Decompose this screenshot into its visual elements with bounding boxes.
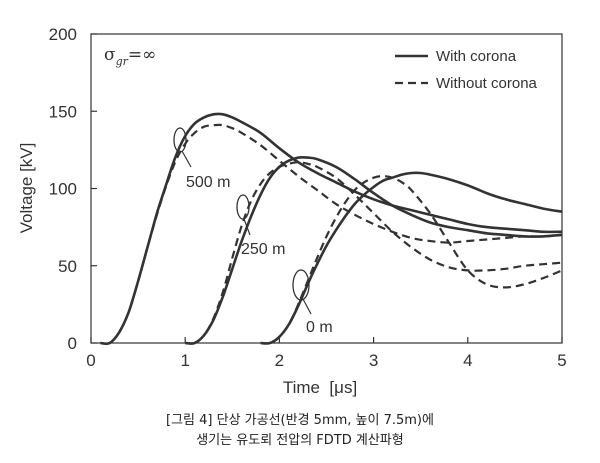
caption-line-2: 생기는 유도뢰 전압의 FDTD 계산파형: [196, 433, 404, 448]
series-line-with-corona-4: [260, 171, 563, 345]
annotation-ellipse-250m: [236, 194, 250, 220]
caption-line-1: [그림 4] 단상 가공선(반경 5mm, 높이 7.5m)에: [166, 413, 434, 428]
legend-label-without-corona: Without corona: [436, 75, 538, 92]
figure-caption: [그림 4] 단상 가공선(반경 5mm, 높이 7.5m)에 생기는 유도뢰 …: [0, 411, 600, 451]
sigma-rest: =∞: [128, 45, 156, 65]
legend-label-with-corona: With corona: [436, 48, 517, 65]
y-tick-label: 100: [49, 180, 77, 199]
y-tick-label: 200: [49, 25, 77, 44]
series-layer: [100, 112, 563, 346]
x-tick-label: 2: [275, 351, 284, 370]
x-tick-label: 0: [86, 351, 95, 370]
annotation-250m: 250 m: [236, 194, 285, 258]
annotation-leader-500m: [181, 150, 192, 168]
x-tick-label: 4: [463, 351, 472, 370]
sigma-symbol: σ: [104, 45, 116, 65]
annotation-label-250m: 250 m: [241, 241, 285, 258]
annotation-ellipse-500m: [173, 127, 187, 153]
series-line-without-corona-3: [185, 161, 563, 345]
y-tick-label: 50: [58, 257, 77, 276]
series-line-without-corona-5: [260, 175, 563, 345]
annotation-label-500m: 500 m: [186, 174, 230, 191]
annotation-500m: 500 m: [173, 127, 230, 191]
y-tick-label: 150: [49, 102, 77, 121]
annotation-0m: 0 m: [292, 269, 333, 336]
annotation-ellipse-0m: [292, 269, 310, 301]
x-tick-label: 3: [369, 351, 378, 370]
annotation-leader-0m: [302, 298, 312, 315]
sigma-subscript: gr: [116, 55, 129, 68]
y-tick-label: 0: [68, 334, 77, 353]
annotation-label-0m: 0 m: [306, 319, 333, 336]
series-line-with-corona-0: [100, 112, 563, 346]
x-tick-label: 5: [557, 351, 566, 370]
annotation-leader-250m: [243, 218, 251, 236]
x-axis-label: Time [μs]: [283, 378, 357, 397]
sigma-annotation: σgr=∞: [104, 45, 156, 68]
series-line-without-corona-1: [100, 123, 563, 345]
series-line-with-corona-2: [185, 156, 563, 345]
x-tick-label: 1: [180, 351, 189, 370]
legend: With corona Without corona: [395, 48, 538, 92]
y-axis-label: Voltage [kV]: [17, 143, 36, 234]
